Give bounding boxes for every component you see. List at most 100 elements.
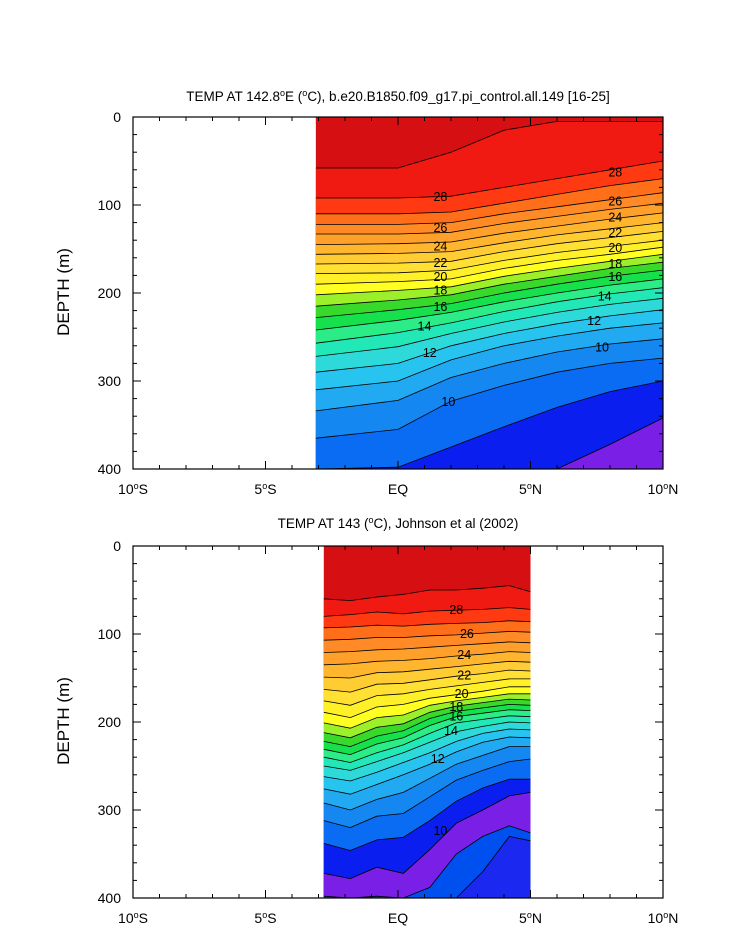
isotherm-22 (323, 669, 531, 693)
y-tick-label: 400 (98, 890, 122, 906)
contour-label-26: 26 (460, 627, 474, 641)
isotherm-14 (323, 721, 531, 771)
isotherm-25 (323, 641, 531, 653)
isotherm-28 (323, 607, 531, 617)
y-tick-label: 300 (98, 802, 122, 818)
contour-label-10: 10 (433, 824, 447, 838)
isotherm-16 (315, 278, 664, 331)
isotherm-15 (315, 287, 664, 344)
contour-label-24: 24 (433, 239, 447, 253)
x-tick-label: 5oN (519, 910, 542, 926)
y-tick-label: 100 (98, 626, 122, 642)
contour-label-28: 28 (449, 603, 463, 617)
isotherm-12 (315, 322, 664, 391)
isotherm-26 (315, 192, 664, 225)
isotherm-17 (323, 703, 531, 748)
isotherm-29 (315, 121, 663, 169)
contour-label-16: 16 (608, 270, 622, 284)
isotherm-28 (315, 160, 664, 199)
contour-label-18: 18 (608, 257, 622, 271)
isotherm-27 (315, 178, 664, 215)
isotherm-25 (315, 202, 664, 235)
isotherm-15 (323, 715, 531, 763)
contour-label-10: 10 (595, 341, 609, 355)
contour-label-26: 26 (608, 194, 622, 208)
isotherm-9 (323, 778, 531, 851)
isotherm-11 (315, 338, 664, 412)
x-tick-label: EQ (388, 481, 408, 497)
contour-label-16: 16 (433, 300, 447, 314)
y-tick-label: 0 (113, 538, 121, 554)
isotherm-20 (323, 686, 531, 719)
isotherm-24 (323, 651, 531, 666)
top-panel-ylabel: DEPTH (m) (54, 248, 73, 336)
isotherm-22 (315, 231, 664, 265)
isotherm-27 (323, 620, 531, 629)
bottom-panel: TEMP AT 143 (oC), Johnson et al (2002) D… (54, 515, 678, 926)
contour-label-20: 20 (455, 687, 469, 701)
contour-label-22: 22 (433, 256, 447, 270)
y-tick-label: 100 (98, 197, 122, 213)
isotherm-19 (323, 693, 531, 729)
y-tick-label: 400 (98, 461, 122, 477)
x-tick-label: 10oN (648, 910, 679, 926)
top-panel-plot: 2826242220181614121028262422201816141210… (98, 109, 679, 497)
temp-band-6 (323, 836, 531, 898)
contour-label-24: 24 (457, 648, 471, 662)
isotherm-11 (323, 746, 531, 811)
contour-label-22: 22 (608, 226, 622, 240)
x-tick-label: 10oS (118, 910, 148, 926)
contour-label-28: 28 (608, 165, 622, 179)
temp-band-9 (315, 381, 663, 469)
isotherm-21 (315, 239, 664, 274)
isotherm-17 (315, 269, 664, 318)
x-tick-label: 5oS (254, 481, 276, 497)
isotherm-23 (323, 660, 531, 679)
isotherm-10 (323, 758, 531, 829)
y-tick-label: 300 (98, 373, 122, 389)
contour-label-28: 28 (433, 190, 447, 204)
temp-band-8 (315, 418, 663, 469)
isotherm-14 (315, 297, 664, 357)
isotherm-18 (315, 261, 664, 307)
x-tick-label: 5oS (254, 910, 276, 926)
contour-label-26: 26 (433, 221, 447, 235)
isotherm-13 (315, 309, 664, 373)
bottom-panel-title: TEMP AT 143 (oC), Johnson et al (2002) (278, 515, 519, 531)
contour-label-12: 12 (431, 752, 445, 766)
isotherm-21 (323, 678, 531, 706)
x-tick-label: EQ (388, 910, 408, 926)
x-tick-label: 10oS (118, 481, 148, 497)
contour-label-24: 24 (608, 210, 622, 224)
top-panel: TEMP AT 142.8oE (oC), b.e20.B1850.f09_g1… (54, 88, 678, 497)
contour-label-22: 22 (457, 668, 471, 682)
y-tick-label: 200 (98, 285, 122, 301)
contour-label-12: 12 (423, 346, 437, 360)
x-tick-label: 10oN (648, 481, 679, 497)
isotherm-18 (323, 698, 531, 739)
contour-label-18: 18 (449, 700, 463, 714)
isotherm-13 (323, 728, 531, 782)
contour-label-14: 14 (598, 290, 612, 304)
isotherm-23 (315, 222, 664, 255)
isotherm-29 (323, 585, 531, 602)
bottom-panel-ylabel: DEPTH (m) (54, 677, 73, 765)
isotherm-20 (315, 246, 664, 285)
contour-label-16: 16 (449, 710, 463, 724)
isotherm-16 (323, 709, 531, 756)
y-tick-label: 200 (98, 714, 122, 730)
contour-label-20: 20 (433, 270, 447, 284)
contour-label-20: 20 (608, 241, 622, 255)
contour-label-12: 12 (587, 314, 601, 328)
top-panel-title: TEMP AT 142.8oE (oC), b.e20.B1850.f09_g1… (186, 88, 610, 104)
contour-label-10: 10 (441, 395, 455, 409)
isotherm-8 (323, 792, 531, 880)
contour-label-18: 18 (433, 283, 447, 297)
x-tick-label: 5oN (519, 481, 542, 497)
contour-label-14: 14 (444, 724, 458, 738)
isotherm-10 (315, 357, 664, 439)
y-tick-label: 0 (113, 109, 121, 125)
isotherm-24 (315, 212, 664, 245)
